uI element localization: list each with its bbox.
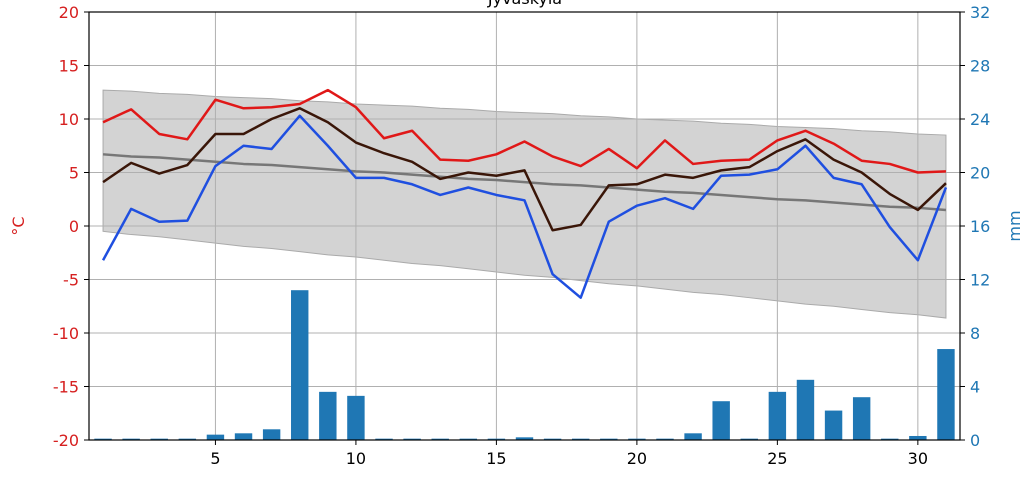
y-tick-label: -20 <box>53 431 79 450</box>
y2-tick-label: 20 <box>970 164 990 183</box>
precipitation-bar <box>206 434 225 440</box>
y2-tick-label: 4 <box>970 378 980 397</box>
precipitation-bar <box>178 438 197 440</box>
plot-frame <box>88 11 961 441</box>
y-tick-label: 20 <box>59 3 79 22</box>
precipitation-bar <box>628 438 646 440</box>
precipitation-bar <box>824 410 843 440</box>
temperature-line <box>102 107 947 232</box>
precipitation-bar <box>600 438 618 440</box>
y-tick-label: -10 <box>53 324 79 343</box>
y2-tick-label: 16 <box>970 217 990 236</box>
precipitation-bar <box>122 438 140 440</box>
precipitation-bar <box>459 438 478 440</box>
precipitation-bar <box>768 391 787 440</box>
precipitation-bar <box>431 438 449 440</box>
y2-tick-label: 0 <box>970 431 980 450</box>
y-tick-label: 0 <box>69 217 79 236</box>
y-tick-label: -15 <box>53 378 79 397</box>
y-tick-label: 10 <box>59 110 79 129</box>
temperature-line <box>102 153 947 212</box>
y2-tick-label: 28 <box>970 57 990 76</box>
precipitation-bar <box>291 290 309 440</box>
precipitation-bar <box>740 438 758 440</box>
precipitation-bar <box>796 379 815 440</box>
x-tick-label: 5 <box>210 449 220 468</box>
x-tick-label: 20 <box>627 449 647 468</box>
y2-tick-label: 32 <box>970 3 990 22</box>
precipitation-bar <box>403 438 421 440</box>
y-tick-label: 5 <box>69 164 79 183</box>
y2-axis-label: mm <box>1005 210 1024 241</box>
precipitation-bar <box>262 429 281 440</box>
precipitation-bar <box>150 438 168 440</box>
x-tick-label: 25 <box>767 449 787 468</box>
precipitation-bar <box>571 438 590 440</box>
x-tick-label: 15 <box>486 449 506 468</box>
precipitation-bar <box>94 438 112 440</box>
precipitation-bar <box>712 401 730 440</box>
normal-range-band <box>102 89 947 319</box>
precipitation-bar <box>347 395 365 440</box>
precipitation-bar <box>656 438 674 440</box>
precipitation-bar <box>515 437 534 440</box>
x-tick-label: 10 <box>346 449 366 468</box>
temperature-line <box>101 114 948 299</box>
precipitation-bar <box>375 438 393 440</box>
y2-tick-label: 12 <box>970 271 990 290</box>
chart-title: Jyväskylä <box>487 0 562 8</box>
precipitation-bar <box>543 438 562 440</box>
precipitation-bar <box>937 349 955 440</box>
precipitation-bar <box>852 397 871 440</box>
precipitation-bar <box>319 391 337 440</box>
y-tick-label: 15 <box>59 57 79 76</box>
precipitation-bar <box>881 438 899 440</box>
y-tick-label: -5 <box>63 271 79 290</box>
precipitation-bar <box>909 435 927 440</box>
precipitation-bar <box>234 433 253 440</box>
y-axis-label: °C <box>9 216 28 235</box>
y2-tick-label: 24 <box>970 110 990 129</box>
precipitation-bar <box>684 433 702 440</box>
precipitation-bar <box>487 438 506 440</box>
y2-tick-label: 8 <box>970 324 980 343</box>
x-tick-label: 30 <box>908 449 928 468</box>
temperature-line <box>102 88 946 174</box>
